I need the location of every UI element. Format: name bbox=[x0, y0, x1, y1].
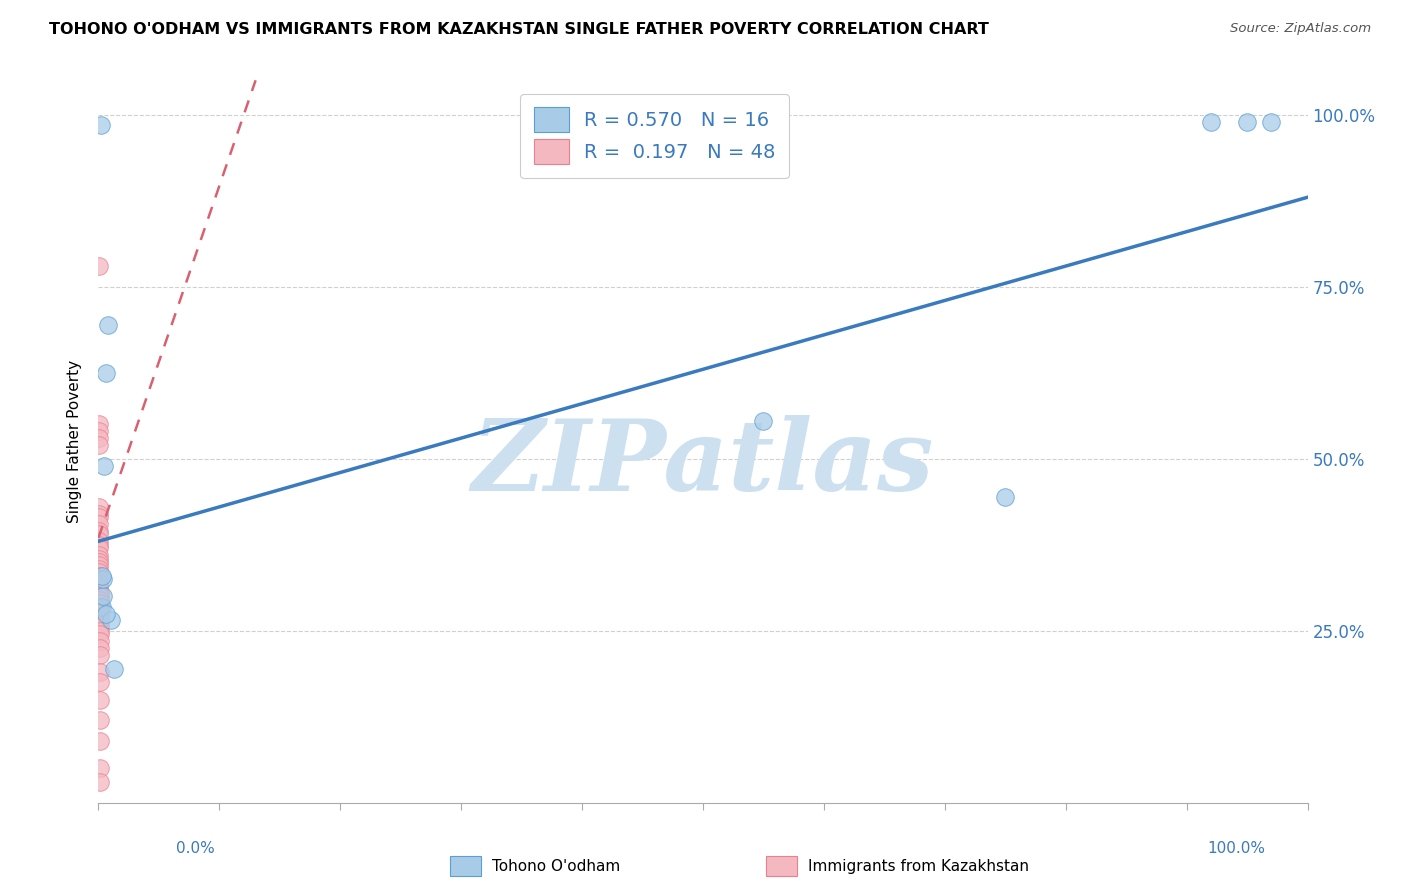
Point bbox=[90, 118, 112, 132]
Point bbox=[89, 607, 111, 621]
Point bbox=[89, 603, 111, 617]
Point bbox=[89, 610, 111, 624]
Point bbox=[93, 458, 115, 473]
Point bbox=[89, 555, 111, 569]
Point bbox=[97, 318, 120, 332]
Point bbox=[89, 534, 111, 549]
Point bbox=[87, 438, 110, 452]
Point bbox=[1199, 114, 1222, 128]
Text: 0.0%: 0.0% bbox=[176, 841, 215, 856]
Point bbox=[89, 665, 111, 679]
Point bbox=[91, 572, 114, 586]
Point bbox=[89, 538, 111, 552]
Point bbox=[89, 761, 111, 775]
Point bbox=[1260, 114, 1282, 128]
Text: Source: ZipAtlas.com: Source: ZipAtlas.com bbox=[1230, 22, 1371, 36]
Point bbox=[89, 624, 111, 638]
Point bbox=[89, 599, 111, 614]
Point bbox=[89, 616, 111, 631]
Point bbox=[87, 431, 110, 445]
Point bbox=[89, 582, 111, 597]
Point bbox=[89, 541, 111, 556]
Point bbox=[89, 590, 111, 604]
Y-axis label: Single Father Poverty: Single Father Poverty bbox=[67, 360, 83, 523]
Text: ZIPatlas: ZIPatlas bbox=[472, 415, 934, 511]
Text: 100.0%: 100.0% bbox=[1208, 841, 1265, 856]
Point bbox=[103, 662, 125, 676]
Text: TOHONO O'ODHAM VS IMMIGRANTS FROM KAZAKHSTAN SINGLE FATHER POVERTY CORRELATION C: TOHONO O'ODHAM VS IMMIGRANTS FROM KAZAKH… bbox=[49, 22, 988, 37]
Point bbox=[89, 558, 111, 573]
Point bbox=[89, 634, 111, 648]
Point bbox=[87, 524, 110, 538]
Point bbox=[89, 775, 111, 789]
Point bbox=[89, 551, 111, 566]
Point bbox=[89, 640, 111, 655]
Point bbox=[87, 507, 110, 521]
Point bbox=[94, 607, 117, 621]
Point bbox=[89, 648, 111, 662]
Point bbox=[87, 424, 110, 438]
Point bbox=[87, 510, 110, 524]
Point bbox=[89, 575, 111, 590]
Point bbox=[89, 586, 111, 600]
Text: Immigrants from Kazakhstan: Immigrants from Kazakhstan bbox=[808, 859, 1029, 873]
Point bbox=[89, 568, 111, 582]
Point bbox=[89, 614, 111, 628]
Legend: R = 0.570   N = 16, R =  0.197   N = 48: R = 0.570 N = 16, R = 0.197 N = 48 bbox=[520, 94, 789, 178]
Point bbox=[87, 417, 110, 432]
Point bbox=[89, 572, 111, 586]
Point bbox=[89, 734, 111, 748]
Point bbox=[752, 414, 775, 428]
Point bbox=[89, 548, 111, 562]
Point bbox=[89, 620, 111, 634]
Point bbox=[87, 259, 110, 273]
Point bbox=[89, 713, 111, 727]
Point bbox=[91, 568, 114, 582]
Point bbox=[1236, 114, 1258, 128]
Point bbox=[94, 366, 117, 380]
Point bbox=[89, 675, 111, 690]
Point bbox=[89, 627, 111, 641]
Point bbox=[91, 590, 114, 604]
Text: Tohono O'odham: Tohono O'odham bbox=[492, 859, 620, 873]
Point bbox=[89, 592, 111, 607]
Point bbox=[91, 599, 114, 614]
Point bbox=[89, 579, 111, 593]
Point bbox=[89, 562, 111, 576]
Point bbox=[87, 500, 110, 514]
Point bbox=[89, 692, 111, 706]
Point bbox=[89, 566, 111, 580]
Point bbox=[994, 490, 1017, 504]
Point bbox=[89, 596, 111, 610]
Point bbox=[100, 614, 122, 628]
Point bbox=[87, 517, 110, 532]
Point bbox=[87, 527, 110, 541]
